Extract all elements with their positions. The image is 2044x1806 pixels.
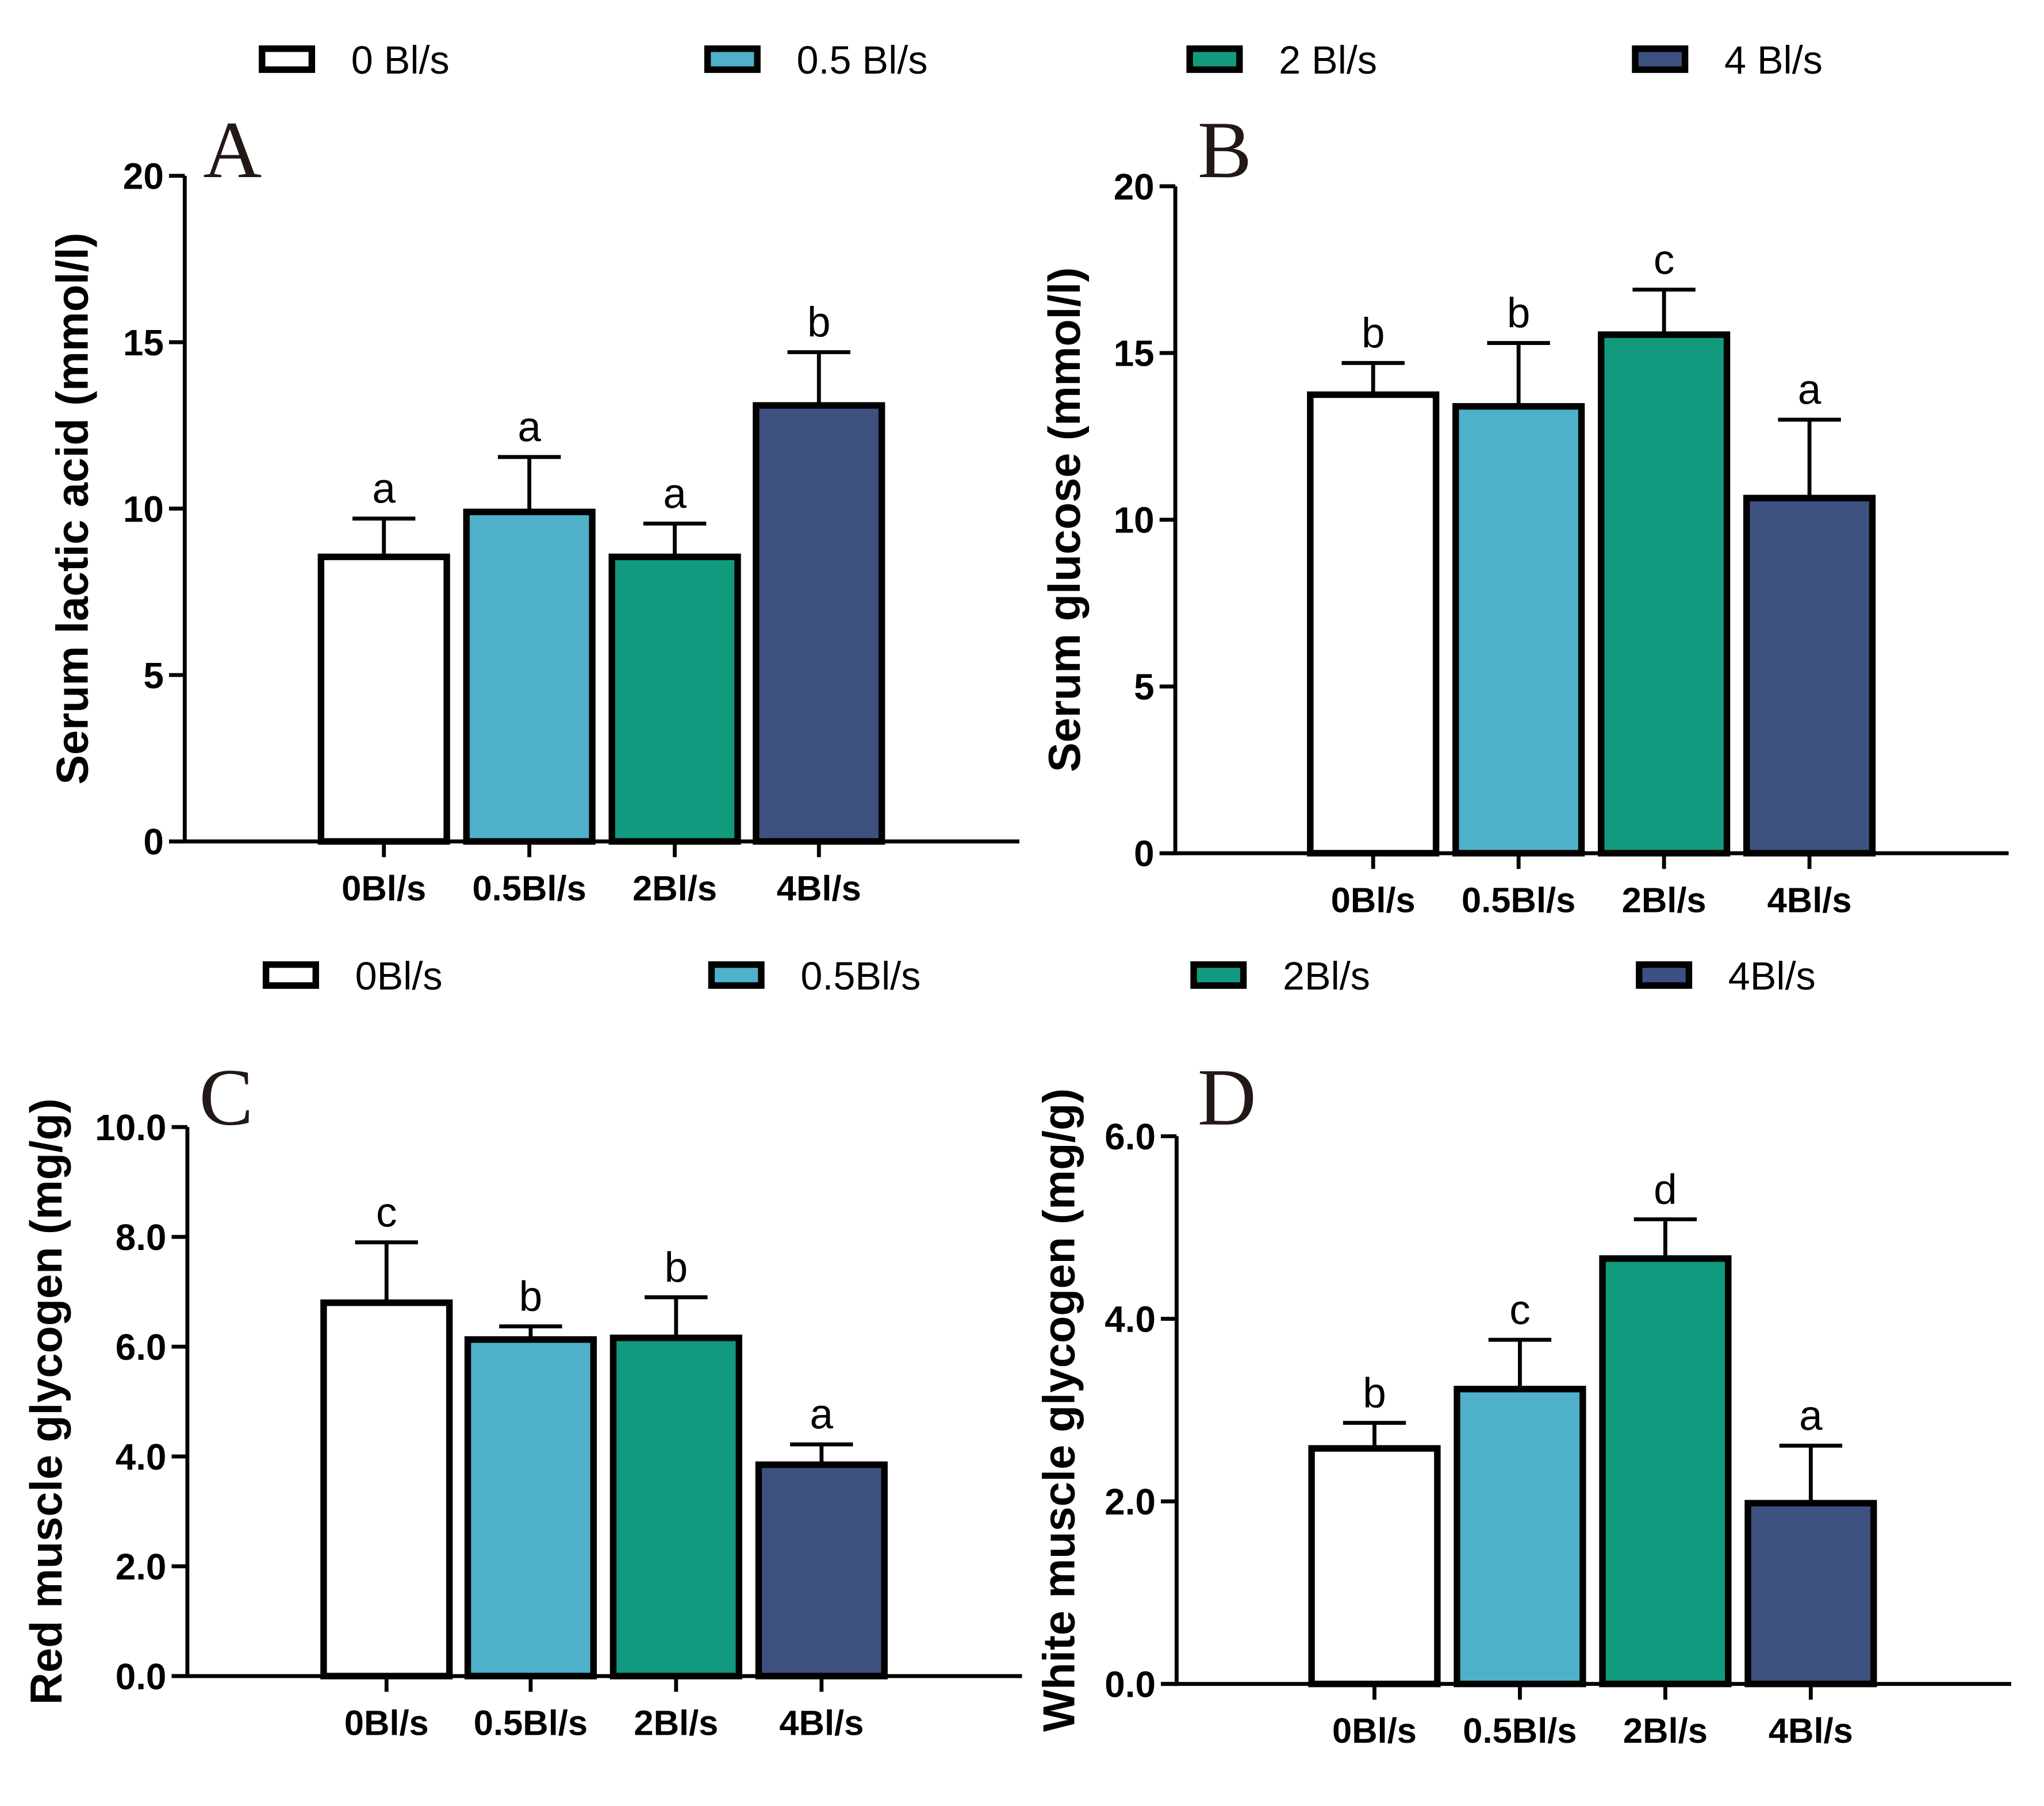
y-tick-label: 8.0 xyxy=(116,1217,167,1258)
x-tick-label: 0.5Bl/s xyxy=(472,869,586,908)
legend-label: 4Bl/s xyxy=(1728,954,1816,998)
legend-swatch xyxy=(259,45,316,73)
x-tick-label: 2Bl/s xyxy=(632,869,717,908)
y-tick-label: 20 xyxy=(1114,166,1155,208)
bar-2Bl/s xyxy=(609,1335,742,1680)
bar-4Bl/s xyxy=(1744,1500,1877,1688)
significance-label: a xyxy=(517,404,541,451)
legend-1: 0 Bl/s 0.5 Bl/s 2 Bl/s 4 Bl/s xyxy=(259,39,1823,82)
y-tick-label: 15 xyxy=(1114,333,1155,374)
legend-label: 0 Bl/s xyxy=(351,39,450,82)
panel-letter: B xyxy=(1198,105,1252,195)
significance-label: b xyxy=(665,1244,688,1291)
legend-swatch xyxy=(1186,45,1243,73)
legend-swatch xyxy=(1632,45,1689,73)
x-tick-label: 0.5Bl/s xyxy=(474,1704,588,1743)
x-tick-label: 0Bl/s xyxy=(342,869,426,908)
legend-swatch xyxy=(262,961,319,989)
significance-label: a xyxy=(810,1391,834,1438)
significance-label: b xyxy=(1507,290,1531,336)
bar-0Bl/s xyxy=(1308,1445,1441,1688)
y-tick-label: 2.0 xyxy=(116,1546,167,1588)
x-tick-label: 2Bl/s xyxy=(634,1704,718,1743)
y-tick-label: 0 xyxy=(1134,833,1154,875)
panel-C: c 0Bl/s b 0.5Bl/s b 2Bl/s a 4Bl/s 0.0 2.0 4.0 6.0 8.… xyxy=(22,1052,1022,1743)
legend-label: 2Bl/s xyxy=(1283,954,1370,998)
x-tick-label: 0Bl/s xyxy=(1332,1711,1417,1751)
x-tick-label: 4Bl/s xyxy=(1767,880,1852,920)
panel-letter: C xyxy=(199,1052,253,1142)
x-tick-label: 2Bl/s xyxy=(1623,1711,1708,1751)
y-tick-label: 0.0 xyxy=(1105,1663,1156,1705)
significance-label: d xyxy=(1654,1166,1677,1213)
y-axis-label: Red muscle glycogen (mg/g) xyxy=(22,1098,71,1705)
x-tick-label: 4Bl/s xyxy=(777,869,861,908)
y-tick-label: 10.0 xyxy=(95,1107,166,1148)
legend-swatch xyxy=(708,961,765,989)
panel-B: b 0Bl/s b 0.5Bl/s c 2Bl/s a 4Bl/s 0 5 10 15 20 Serum … xyxy=(1040,105,2009,920)
x-tick-label: 4Bl/s xyxy=(779,1704,864,1743)
x-tick-label: 4Bl/s xyxy=(1769,1711,1853,1751)
legend-label: 0Bl/s xyxy=(355,954,443,998)
panel-letter: A xyxy=(203,105,262,195)
legend-label: 0.5Bl/s xyxy=(800,954,921,998)
bar-0.5Bl/s xyxy=(463,508,596,845)
significance-label: c xyxy=(376,1189,397,1236)
significance-label: b xyxy=(1363,1370,1386,1416)
significance-label: a xyxy=(663,470,687,517)
x-tick-label: 0Bl/s xyxy=(344,1704,429,1743)
y-tick-label: 0.0 xyxy=(116,1656,167,1697)
significance-label: b xyxy=(1362,310,1385,356)
y-tick-label: 20 xyxy=(123,156,164,197)
y-tick-label: 5 xyxy=(143,655,163,696)
legend-swatch xyxy=(1190,961,1247,989)
significance-label: a xyxy=(1798,367,1821,413)
bar-2Bl/s xyxy=(1599,1255,1732,1688)
legend-label: 2 Bl/s xyxy=(1279,39,1377,82)
bar-0Bl/s xyxy=(1307,391,1440,857)
bar-2Bl/s xyxy=(1598,331,1731,857)
y-tick-label: 0 xyxy=(143,821,163,862)
significance-label: c xyxy=(1509,1287,1530,1333)
legend-swatch xyxy=(704,45,761,73)
legend-swatch xyxy=(1636,961,1693,989)
y-axis-label: Serum glucose (mmol/l) xyxy=(1040,267,1090,772)
y-axis-label: Serum lactic acid (mmol/l) xyxy=(48,233,98,785)
x-tick-label: 2Bl/s xyxy=(1622,880,1706,920)
significance-label: b xyxy=(807,299,831,346)
significance-label: a xyxy=(372,466,396,512)
bar-0Bl/s xyxy=(320,1299,453,1680)
panel-A: a 0Bl/s a 0.5Bl/s a 2Bl/s b 4Bl/s 0 5 10 15 20 Serum … xyxy=(48,105,1019,908)
legend-label: 4 Bl/s xyxy=(1724,39,1823,82)
y-tick-label: 6.0 xyxy=(1105,1116,1156,1157)
bar-0.5Bl/s xyxy=(1454,1386,1586,1688)
panel-D: b 0Bl/s c 0.5Bl/s d 2Bl/s a 4Bl/s 0.0 2.0 4.0 6.0 Wh… xyxy=(1035,1052,2012,1751)
y-tick-label: 2.0 xyxy=(1105,1481,1156,1523)
bar-0.5Bl/s xyxy=(1452,403,1585,857)
bar-4Bl/s xyxy=(755,1461,888,1680)
bar-4Bl/s xyxy=(1743,494,1876,857)
x-tick-label: 0.5Bl/s xyxy=(1463,1711,1577,1751)
y-tick-label: 6.0 xyxy=(116,1326,167,1368)
legend-label: 0.5 Bl/s xyxy=(797,39,928,82)
bar-0Bl/s xyxy=(317,553,450,845)
bar-0.5Bl/s xyxy=(464,1336,597,1680)
y-tick-label: 10 xyxy=(1114,500,1155,541)
bar-4Bl/s xyxy=(753,402,885,845)
panel-letter: D xyxy=(1198,1052,1256,1142)
significance-label: c xyxy=(1654,236,1674,283)
y-tick-label: 15 xyxy=(123,322,164,363)
legend-2: 0Bl/s 0.5Bl/s 2Bl/s 4Bl/s xyxy=(262,954,1816,998)
significance-label: a xyxy=(1799,1393,1823,1439)
x-tick-label: 0Bl/s xyxy=(1331,880,1416,920)
bar-2Bl/s xyxy=(608,553,741,845)
y-tick-label: 5 xyxy=(1134,666,1154,708)
y-axis-label: White muscle glycogen (mg/g) xyxy=(1035,1088,1084,1732)
significance-label: b xyxy=(519,1273,543,1320)
x-tick-label: 0.5Bl/s xyxy=(1462,880,1575,920)
y-tick-label: 10 xyxy=(123,488,164,530)
y-tick-label: 4.0 xyxy=(116,1436,167,1478)
y-tick-label: 4.0 xyxy=(1105,1298,1156,1340)
